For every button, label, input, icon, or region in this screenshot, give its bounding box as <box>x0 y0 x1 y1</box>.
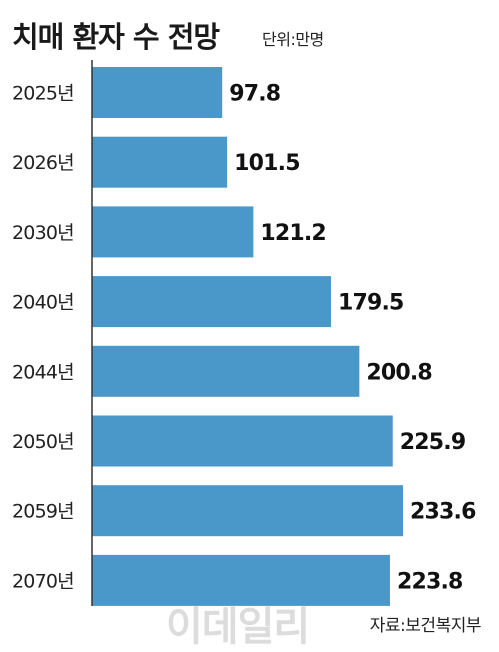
category-label-0: 2025년 <box>12 83 74 105</box>
watermark-logo: 이데일리 <box>166 604 310 650</box>
source-note: 자료:보건복지부 <box>369 616 482 636</box>
category-label-3: 2040년 <box>12 292 74 314</box>
bar-3 <box>92 276 331 328</box>
bar-0 <box>92 67 223 118</box>
bar-7 <box>92 554 390 606</box>
value-label-4: 200.8 <box>366 360 432 385</box>
value-label-6: 233.6 <box>410 500 476 525</box>
bar-1 <box>92 136 228 188</box>
value-label-3: 179.5 <box>338 291 404 316</box>
category-label-2: 2030년 <box>12 222 74 244</box>
bar-2 <box>92 206 254 258</box>
category-label-5: 2050년 <box>12 431 74 453</box>
chart-title: 치매 환자 수 전망 <box>12 20 220 54</box>
value-label-0: 97.8 <box>229 82 280 107</box>
bar-4 <box>92 345 360 397</box>
category-label-7: 2070년 <box>12 570 74 592</box>
value-label-1: 101.5 <box>234 151 300 176</box>
bar-5 <box>92 415 393 467</box>
category-label-1: 2026년 <box>12 152 74 174</box>
bar-6 <box>92 485 403 537</box>
value-label-7: 223.8 <box>397 569 463 594</box>
category-label-4: 2044년 <box>12 361 74 383</box>
value-label-2: 121.2 <box>260 221 326 246</box>
value-label-5: 225.9 <box>400 430 466 455</box>
unit-label: 단위:만명 <box>262 30 324 49</box>
category-label-6: 2059년 <box>12 501 74 523</box>
